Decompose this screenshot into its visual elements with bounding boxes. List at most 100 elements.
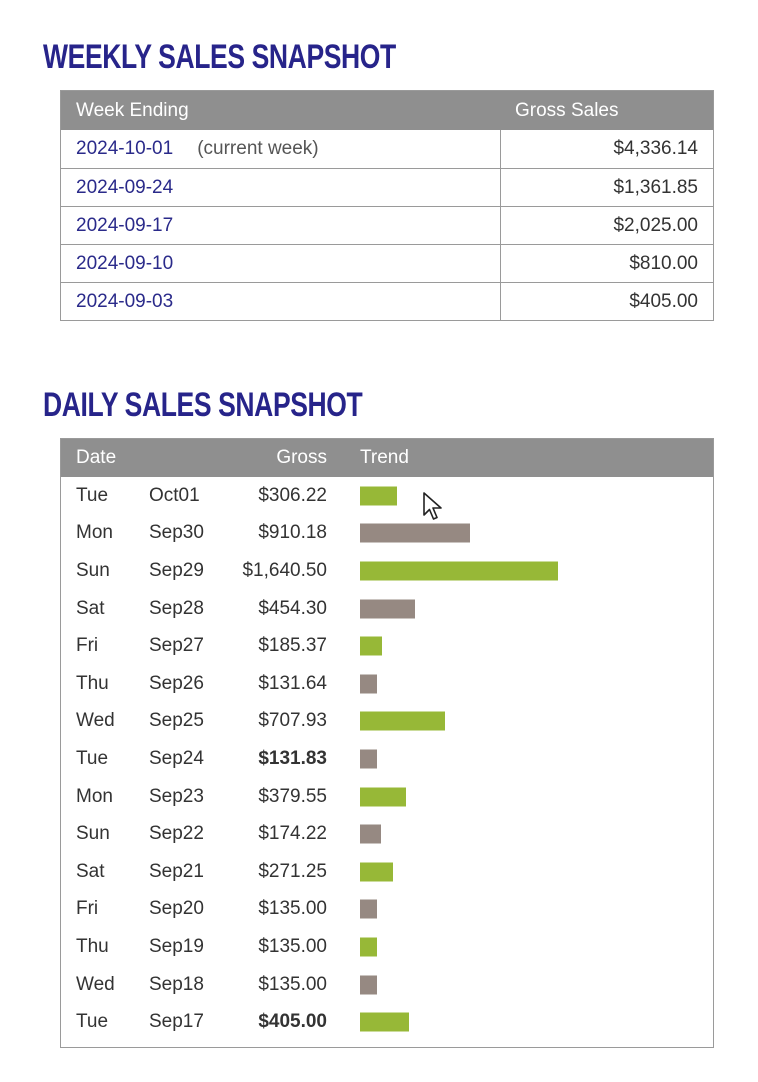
daily-sales-table: Date Gross Trend Tue Oct01 $306.22 Mon Sep30… (60, 438, 714, 1048)
date-cell: Sep28 (149, 597, 204, 619)
gross-cell: $135.00 (258, 935, 327, 957)
daily-row: Wed Sep18 $135.00 (61, 966, 713, 1004)
header-gross: Gross (276, 447, 327, 468)
day-cell: Thu (76, 672, 109, 694)
date-cell: Sep23 (149, 785, 204, 807)
date-cell: Sep20 (149, 898, 204, 920)
trend-bar (360, 599, 415, 619)
gross-cell: $910.18 (258, 522, 327, 544)
gross-cell: $185.37 (258, 635, 327, 657)
header-week-ending: Week Ending (76, 99, 189, 121)
week-ending-cell: 2024-09-03 (61, 283, 501, 320)
trend-bar (360, 824, 381, 844)
gross-cell: $405.00 (258, 1011, 327, 1033)
day-cell: Mon (76, 522, 113, 544)
day-cell: Thu (76, 935, 109, 957)
trend-bar (360, 674, 377, 694)
trend-bar (360, 561, 558, 581)
gross-cell: $135.00 (258, 973, 327, 995)
week-ending-cell: 2024-09-17 (61, 207, 501, 244)
gross-sales-cell: $2,025.00 (613, 214, 698, 236)
date-cell: Sep24 (149, 747, 204, 769)
trend-bar (360, 523, 470, 543)
date-cell: Sep26 (149, 672, 204, 694)
daily-row: Thu Sep26 $131.64 (61, 665, 713, 703)
daily-row: Tue Sep24 $131.83 (61, 740, 713, 778)
weekly-row[interactable]: 2024-09-17 $2,025.00 (61, 206, 713, 244)
daily-row: Sat Sep21 $271.25 (61, 853, 713, 891)
header-gross-sales: Gross Sales (515, 99, 619, 121)
day-cell: Mon (76, 785, 113, 807)
daily-row: Tue Oct01 $306.22 (61, 477, 713, 515)
daily-row: Mon Sep30 $910.18 (61, 515, 713, 553)
daily-row: Sun Sep22 $174.22 (61, 815, 713, 853)
trend-bar (360, 899, 377, 919)
day-cell: Sun (76, 559, 110, 581)
week-ending-link[interactable]: 2024-09-24 (76, 176, 174, 198)
day-cell: Wed (76, 710, 115, 732)
weekly-row[interactable]: 2024-09-10 $810.00 (61, 244, 713, 282)
week-ending-link[interactable]: 2024-10-01 (76, 138, 174, 159)
date-cell: Sep22 (149, 823, 204, 845)
trend-bar (360, 749, 377, 769)
trend-bar (360, 862, 393, 882)
daily-table-body: Tue Oct01 $306.22 Mon Sep30 $910.18 Sun Sep29 $1… (61, 477, 713, 1041)
weekly-row[interactable]: 2024-09-24 $1,361.85 (61, 168, 713, 206)
gross-sales-cell: $810.00 (629, 252, 698, 274)
trend-bar (360, 1012, 409, 1032)
gross-sales-cell: $1,361.85 (613, 176, 698, 198)
week-ending-link[interactable]: 2024-09-17 (76, 214, 174, 236)
week-ending-cell: 2024-09-24 (61, 169, 501, 206)
day-cell: Sat (76, 860, 105, 882)
week-ending-link[interactable]: 2024-09-03 (76, 290, 174, 312)
gross-cell: $271.25 (258, 860, 327, 882)
trend-bar (360, 486, 397, 506)
daily-row: Sat Sep28 $454.30 (61, 590, 713, 628)
daily-row: Sun Sep29 $1,640.50 (61, 552, 713, 590)
gross-sales-cell: $4,336.14 (613, 138, 698, 159)
week-ending-cell: 2024-09-10 (61, 245, 501, 282)
trend-bar (360, 975, 377, 995)
day-cell: Wed (76, 973, 115, 995)
day-cell: Tue (76, 484, 109, 506)
day-cell: Fri (76, 635, 99, 657)
date-cell: Sep29 (149, 559, 204, 581)
daily-row: Mon Sep23 $379.55 (61, 778, 713, 816)
header-trend: Trend (360, 447, 409, 468)
trend-bar (360, 636, 382, 656)
weekly-table-body: 2024-10-01 (current week) $4,336.14 2024-09… (61, 130, 713, 320)
gross-cell: $131.64 (258, 672, 327, 694)
date-cell: Sep19 (149, 935, 204, 957)
date-cell: Sep30 (149, 522, 204, 544)
weekly-row[interactable]: 2024-10-01 (current week) $4,336.14 (61, 130, 713, 168)
date-cell: Sep27 (149, 635, 204, 657)
daily-row: Fri Sep27 $185.37 (61, 627, 713, 665)
header-date: Date (76, 447, 117, 468)
daily-table-header: Date Gross Trend (61, 439, 713, 477)
mouse-pointer-icon (423, 492, 442, 520)
gross-cell: $1,640.50 (242, 559, 327, 581)
gross-cell: $306.22 (258, 484, 327, 506)
date-cell: Sep18 (149, 973, 204, 995)
date-cell: Sep21 (149, 860, 204, 882)
gross-cell: $131.83 (258, 747, 327, 769)
gross-cell: $174.22 (258, 823, 327, 845)
current-week-note: (current week) (197, 138, 319, 159)
daily-row: Thu Sep19 $135.00 (61, 928, 713, 966)
gross-cell: $135.00 (258, 898, 327, 920)
date-cell: Sep25 (149, 710, 204, 732)
day-cell: Tue (76, 1011, 109, 1033)
week-ending-cell: 2024-10-01 (current week) (61, 130, 501, 168)
trend-bar (360, 937, 377, 957)
weekly-row[interactable]: 2024-09-03 $405.00 (61, 282, 713, 320)
date-cell: Oct01 (149, 484, 200, 506)
day-cell: Sat (76, 597, 105, 619)
gross-cell: $379.55 (258, 785, 327, 807)
weekly-sales-table: Week Ending Gross Sales 2024-10-01 (curre… (60, 90, 714, 321)
day-cell: Sun (76, 823, 110, 845)
week-ending-link[interactable]: 2024-09-10 (76, 252, 174, 274)
date-cell: Sep17 (149, 1011, 204, 1033)
gross-cell: $707.93 (258, 710, 327, 732)
trend-bar (360, 787, 406, 807)
daily-row: Tue Sep17 $405.00 (61, 1003, 713, 1041)
